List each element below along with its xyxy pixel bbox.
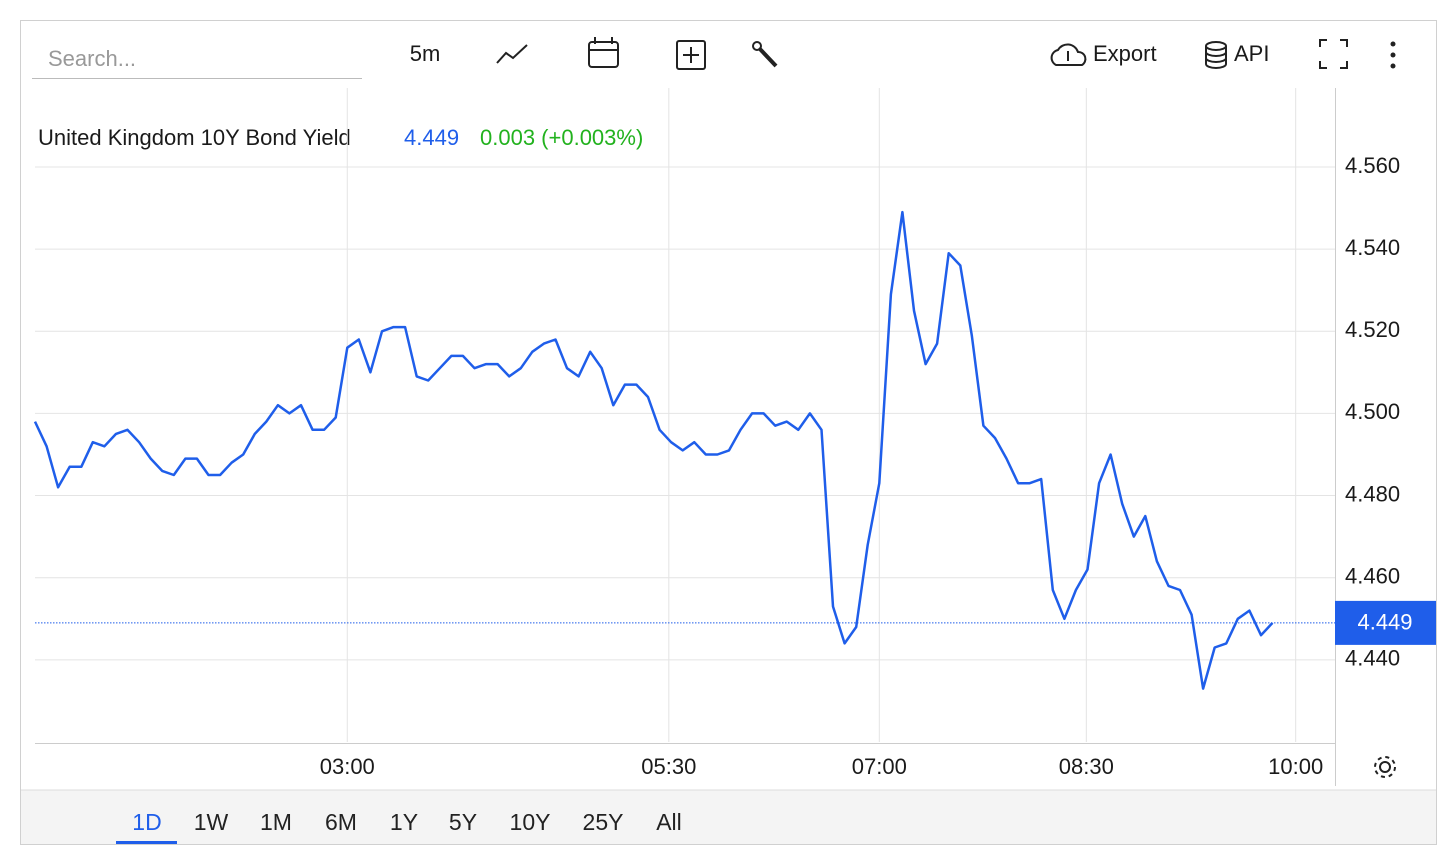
add-indicator-icon[interactable] [676, 40, 706, 70]
range-button[interactable]: All [656, 809, 682, 835]
export-button[interactable]: Export [1093, 41, 1157, 66]
y-tick-label: 4.500 [1345, 399, 1400, 424]
api-icon[interactable] [1205, 41, 1227, 69]
price-change: 0.003 (+0.003%) [480, 125, 643, 150]
settings-wrench-icon[interactable] [752, 41, 778, 68]
price: 4.449 [404, 125, 459, 150]
range-button[interactable]: 25Y [583, 809, 624, 835]
y-tick-label: 4.540 [1345, 235, 1400, 260]
x-tick-label: 08:30 [1059, 754, 1114, 779]
interval-button[interactable]: 5m [410, 41, 441, 66]
price-line [33, 210, 1274, 690]
active-range-underline [116, 841, 177, 844]
range-button[interactable]: 1M [260, 809, 292, 835]
search-input[interactable]: Search... [48, 46, 136, 71]
y-tick-label: 4.520 [1345, 317, 1400, 342]
y-tick-label: 4.460 [1345, 564, 1400, 589]
y-tick-label: 4.560 [1345, 153, 1400, 178]
x-tick-label: 03:00 [320, 754, 375, 779]
range-bar [21, 790, 1436, 844]
chart-title: United Kingdom 10Y Bond Yield [38, 125, 351, 150]
range-button[interactable]: 6M [325, 809, 357, 835]
range-button[interactable]: 10Y [510, 809, 551, 835]
range-button[interactable]: 1D [132, 809, 161, 835]
line-style-icon[interactable] [496, 44, 528, 64]
x-tick-label: 05:30 [641, 754, 696, 779]
more-menu[interactable] [1390, 41, 1396, 69]
calendar-icon[interactable] [588, 37, 619, 68]
y-tick-label: 4.480 [1345, 481, 1400, 506]
x-tick-label: 10:00 [1268, 754, 1323, 779]
range-button[interactable]: 5Y [449, 809, 477, 835]
chart-settings-icon[interactable] [1374, 756, 1396, 778]
export-icon[interactable] [1050, 43, 1087, 66]
range-button[interactable]: 1W [194, 809, 229, 835]
last-price-label: 4.449 [1357, 610, 1412, 635]
api-button[interactable]: API [1234, 41, 1269, 66]
x-tick-label: 07:00 [852, 754, 907, 779]
fullscreen-icon[interactable] [1319, 39, 1348, 69]
y-tick-label: 4.440 [1345, 646, 1400, 671]
last-price-badge [1335, 600, 1436, 645]
range-button[interactable]: 1Y [390, 809, 418, 835]
